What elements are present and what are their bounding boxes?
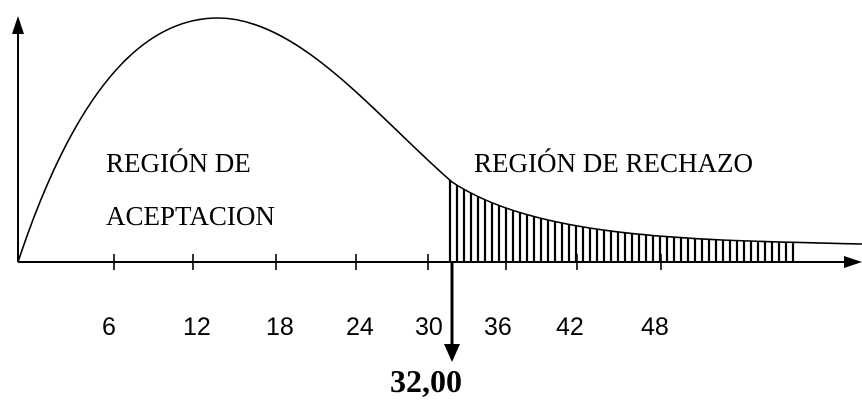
acceptance-region-label-line1: REGIÓN DE	[106, 148, 251, 178]
critical-value-arrow-head	[444, 344, 460, 362]
tick-label-12: 12	[183, 313, 211, 341]
acceptance-region-label-line2: ACEPTACION	[106, 201, 275, 231]
rejection-region-hatching	[448, 180, 795, 262]
tick-label-48: 48	[641, 313, 669, 341]
tick-label-24: 24	[346, 313, 374, 341]
tick-label-42: 42	[556, 313, 584, 341]
x-axis-ticks	[113, 254, 662, 270]
x-axis-arrow	[844, 256, 862, 268]
tick-label-36: 36	[484, 313, 512, 341]
tick-label-18: 18	[266, 313, 294, 341]
tick-label-30: 30	[415, 313, 443, 341]
y-axis-arrow	[12, 16, 24, 34]
density-curve	[17, 17, 862, 263]
rejection-region-label: REGIÓN DE RECHAZO	[474, 148, 753, 178]
tick-label-6: 6	[102, 313, 116, 341]
critical-value-label: 32,00	[390, 363, 462, 399]
